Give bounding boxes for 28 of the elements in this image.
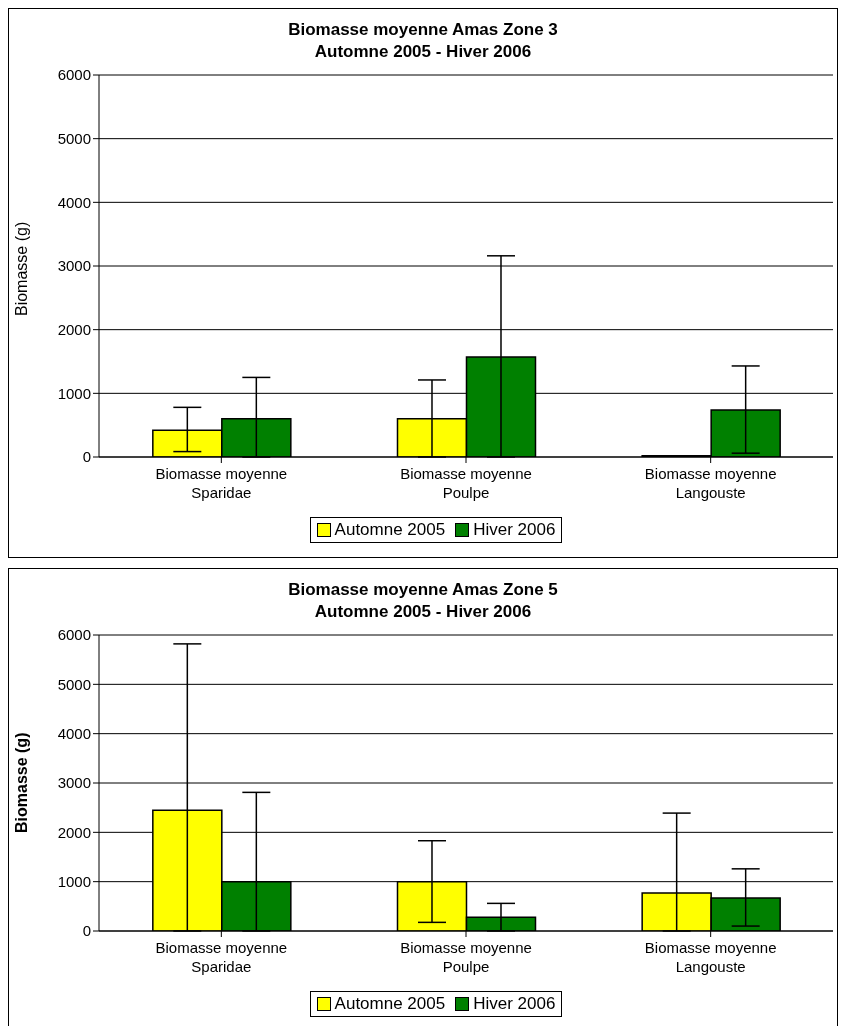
y-tick-label: 0	[82, 922, 91, 940]
y-tick-label: 6000	[57, 66, 91, 84]
y-tick-label: 1000	[57, 384, 91, 402]
y-tick-label: 4000	[57, 193, 91, 211]
x-tick-label: Biomasse moyenne Sparidae	[155, 939, 288, 975]
y-tick-label: 6000	[57, 626, 91, 644]
legend-label: Automne 2005	[333, 994, 446, 1014]
chart-title: Biomasse moyenne Amas Zone 3 Automne 2005 - Hiver 2006	[287, 19, 559, 63]
y-tick-label: 3000	[57, 774, 91, 792]
chart-title: Biomasse moyenne Amas Zone 5 Automne 2005 - Hiver 2006	[287, 579, 559, 623]
legend-label: Hiver 2006	[472, 994, 556, 1014]
y-axis-title: Biomasse (g)	[12, 732, 30, 833]
y-tick-label: 2000	[57, 823, 91, 841]
y-tick-label: 1000	[57, 872, 91, 890]
legend-label: Hiver 2006	[472, 520, 556, 540]
y-tick-label: 0	[82, 448, 91, 466]
legend-label: Automne 2005	[333, 520, 446, 540]
x-tick-label: Biomasse moyenne Poulpe	[400, 465, 532, 501]
y-tick-label: 3000	[57, 257, 91, 275]
x-tick-label: Biomasse moyenne Poulpe	[400, 939, 532, 975]
x-tick-label: Biomasse moyenne Langouste	[644, 465, 777, 501]
y-tick-label: 2000	[57, 320, 91, 338]
y-tick-label: 5000	[57, 129, 91, 147]
x-tick-label: Biomasse moyenne Sparidae	[155, 465, 288, 501]
y-axis-title: Biomasse (g)	[12, 221, 30, 316]
x-tick-label: Biomasse moyenne Langouste	[644, 939, 777, 975]
y-tick-label: 4000	[57, 724, 91, 742]
y-tick-label: 5000	[57, 675, 91, 693]
